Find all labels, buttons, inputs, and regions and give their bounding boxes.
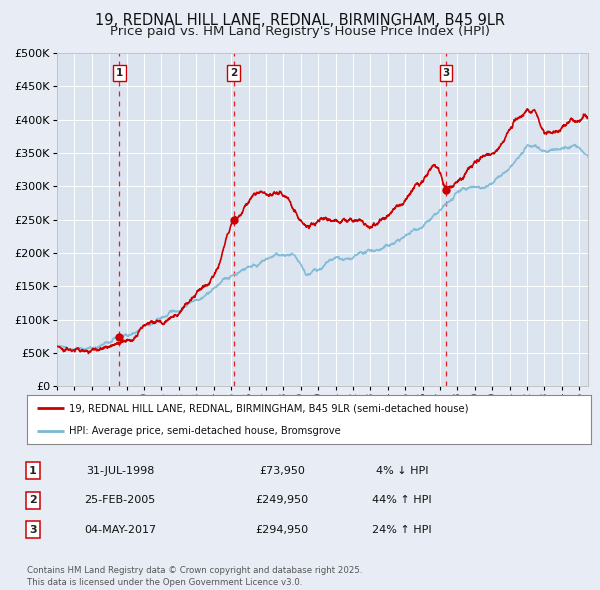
Text: 19, REDNAL HILL LANE, REDNAL, BIRMINGHAM, B45 9LR: 19, REDNAL HILL LANE, REDNAL, BIRMINGHAM… (95, 13, 505, 28)
Text: 25-FEB-2005: 25-FEB-2005 (85, 496, 155, 505)
Text: Price paid vs. HM Land Registry's House Price Index (HPI): Price paid vs. HM Land Registry's House … (110, 25, 490, 38)
Text: £249,950: £249,950 (256, 496, 308, 505)
Text: 44% ↑ HPI: 44% ↑ HPI (372, 496, 432, 505)
Text: Contains HM Land Registry data © Crown copyright and database right 2025.
This d: Contains HM Land Registry data © Crown c… (27, 566, 362, 587)
Text: HPI: Average price, semi-detached house, Bromsgrove: HPI: Average price, semi-detached house,… (70, 425, 341, 435)
Text: 24% ↑ HPI: 24% ↑ HPI (372, 525, 432, 535)
Text: 4% ↓ HPI: 4% ↓ HPI (376, 466, 428, 476)
Text: 04-MAY-2017: 04-MAY-2017 (84, 525, 156, 535)
Text: 31-JUL-1998: 31-JUL-1998 (86, 466, 154, 476)
Text: 3: 3 (442, 68, 449, 78)
Text: £73,950: £73,950 (259, 466, 305, 476)
Text: 2: 2 (230, 68, 238, 78)
Text: 3: 3 (29, 525, 37, 535)
Text: 1: 1 (116, 68, 123, 78)
Text: £294,950: £294,950 (256, 525, 308, 535)
Text: 19, REDNAL HILL LANE, REDNAL, BIRMINGHAM, B45 9LR (semi-detached house): 19, REDNAL HILL LANE, REDNAL, BIRMINGHAM… (70, 404, 469, 414)
Text: 2: 2 (29, 496, 37, 505)
Text: 1: 1 (29, 466, 37, 476)
